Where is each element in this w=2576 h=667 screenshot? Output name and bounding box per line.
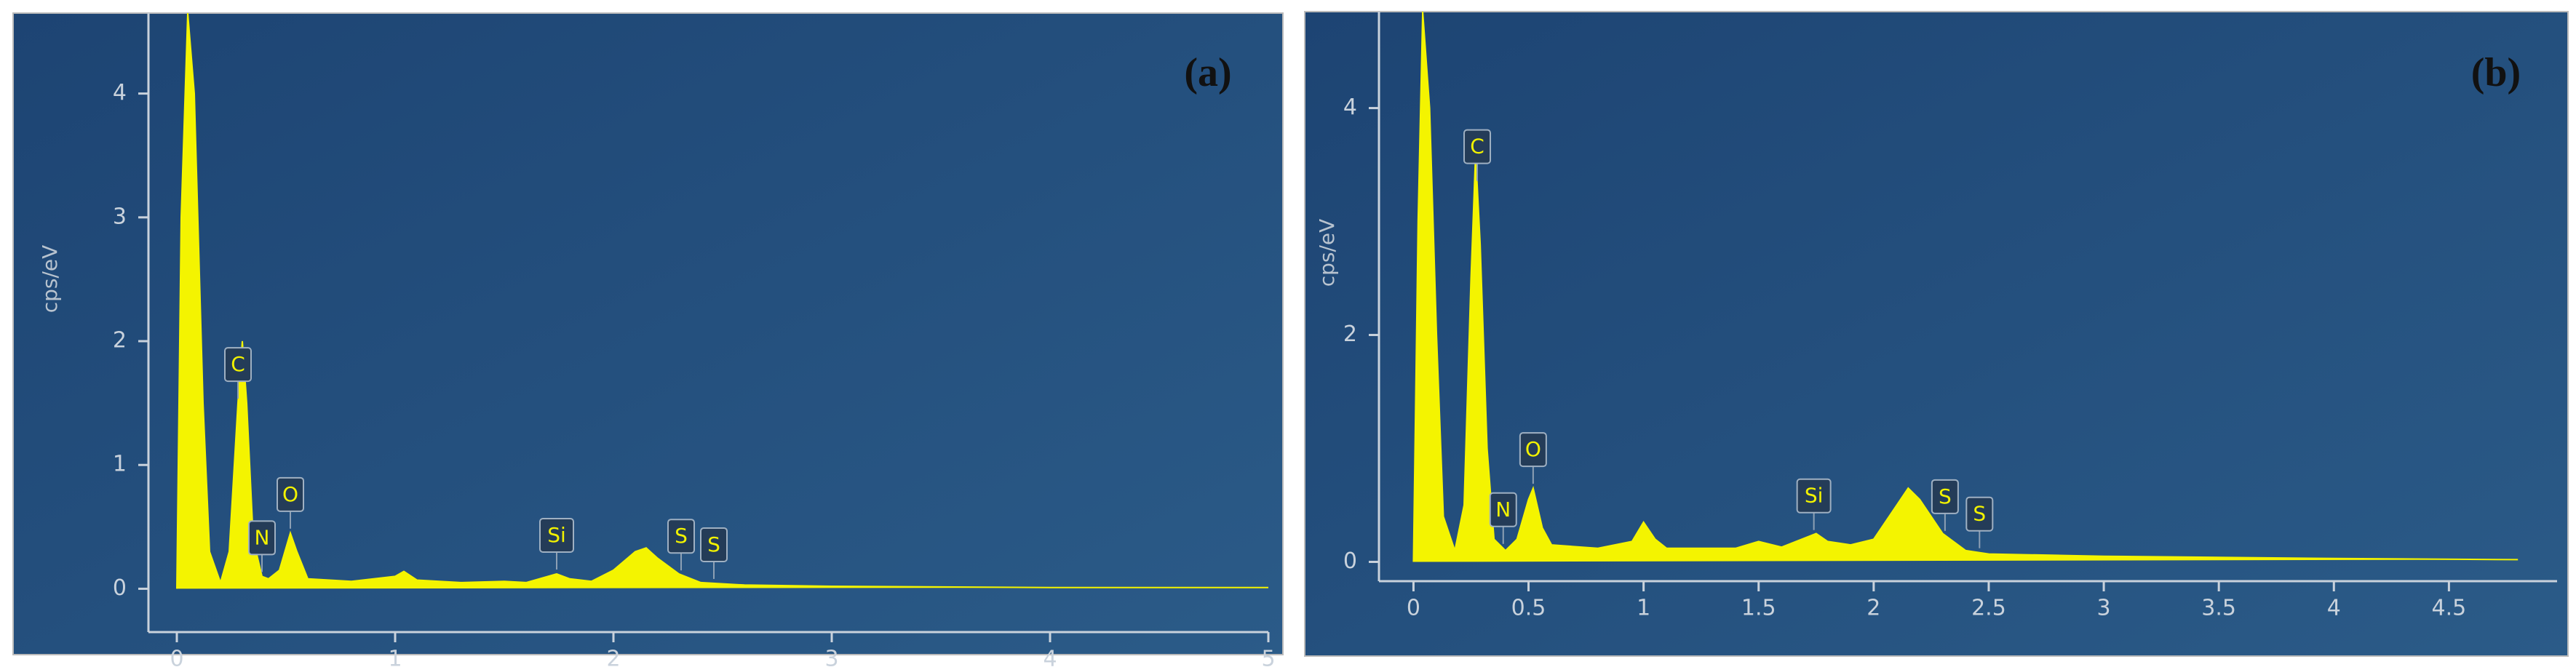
label-text: C <box>1470 135 1484 159</box>
label-box <box>667 519 695 554</box>
y-tick-label: 4 <box>113 80 127 105</box>
y-tick-label: 2 <box>113 328 127 354</box>
element-label: C <box>1463 129 1492 181</box>
x-tick-label: 0 <box>1407 596 1420 621</box>
x-tick-label: 2.5 <box>1971 596 2006 621</box>
element-label: S <box>1931 479 1959 531</box>
spectrum <box>1412 11 2519 562</box>
label-text: N <box>255 525 270 549</box>
element-label: O <box>1519 432 1547 484</box>
x-tick-label: 1 <box>388 647 402 667</box>
panel-a-background <box>12 12 1284 655</box>
x-tick-label: 3.5 <box>2201 596 2236 621</box>
label-text: O <box>1525 437 1541 461</box>
panel-label: (b) <box>2471 50 2521 95</box>
x-tick-label: 1 <box>1637 596 1650 621</box>
label-text: C <box>231 352 245 376</box>
y-tick-label: 0 <box>113 575 127 601</box>
label-box <box>1519 432 1547 468</box>
x-tick-label: 4 <box>2327 596 2341 621</box>
spectrum <box>176 12 1268 589</box>
y-axis-label: cps/eV <box>38 245 62 313</box>
y-tick-label: 3 <box>113 204 127 229</box>
label-box <box>224 347 252 383</box>
element-label: O <box>277 476 304 529</box>
label-text: S <box>1939 484 1952 508</box>
label-box <box>277 476 304 512</box>
label-text: N <box>1495 498 1511 522</box>
element-label: Si <box>1796 478 1832 530</box>
panel-label: (a) <box>1184 50 1231 95</box>
y-tick-label: 4 <box>1343 95 1357 120</box>
label-box <box>1965 496 1994 532</box>
x-tick-label: 2 <box>1867 596 1880 621</box>
x-tick-label: 3 <box>2097 596 2111 621</box>
x-tick-label: 3 <box>824 647 838 667</box>
x-tick-label: 5 <box>1261 647 1275 667</box>
label-box <box>1489 492 1517 527</box>
x-tick-label: 0 <box>170 647 183 667</box>
element-label: S <box>1965 496 1994 548</box>
x-tick-label: 4.5 <box>2432 596 2467 621</box>
y-tick-label: 0 <box>1343 548 1357 574</box>
x-tick-label: 2 <box>606 647 620 667</box>
label-box <box>1931 479 1959 514</box>
element-label: C <box>224 347 252 399</box>
label-box <box>248 520 276 556</box>
y-axis-label: cps/eV <box>1315 219 1339 287</box>
y-tick-label: 2 <box>1343 321 1357 347</box>
label-box <box>1463 129 1492 164</box>
element-label: S <box>700 527 728 579</box>
label-text: S <box>675 524 688 548</box>
y-tick-label: 1 <box>113 452 127 477</box>
label-text: Si <box>1805 484 1824 508</box>
label-text: S <box>707 532 720 556</box>
element-label: S <box>667 519 695 571</box>
label-box <box>700 527 728 562</box>
label-box <box>1796 478 1832 514</box>
label-text: S <box>1973 502 1986 526</box>
element-label: N <box>1489 492 1517 544</box>
label-text: O <box>282 482 298 506</box>
label-box <box>539 518 574 554</box>
x-tick-label: 1.5 <box>1741 596 1776 621</box>
x-tick-label: 0.5 <box>1511 596 1546 621</box>
element-label: N <box>248 520 276 572</box>
element-label: Si <box>539 518 574 570</box>
label-text: Si <box>547 523 566 547</box>
x-tick-label: 4 <box>1043 647 1057 667</box>
